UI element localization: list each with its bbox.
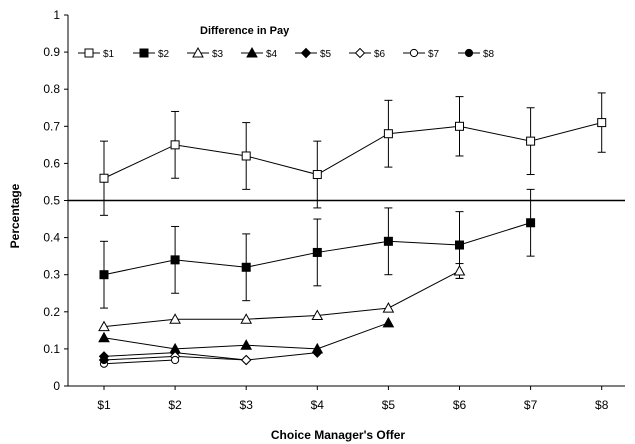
y-tick-label: 0.2 <box>43 305 60 319</box>
data-point <box>98 320 110 332</box>
x-tick-label: $4 <box>311 398 325 412</box>
legend-title: Difference in Pay <box>200 25 290 37</box>
legend-marker <box>139 48 149 58</box>
legend-label: $2 <box>158 49 170 60</box>
data-point <box>99 270 109 280</box>
legend-marker <box>300 47 312 59</box>
data-point <box>382 316 395 328</box>
legend-label: $4 <box>266 49 278 60</box>
series-markers <box>98 118 607 368</box>
y-ticks: 0 0.1 0.2 0.3 0.4 0.5 0.6 0.7 0.8 0.9 1 <box>43 8 68 393</box>
legend-marker <box>464 48 474 58</box>
legend-label: $7 <box>428 49 440 60</box>
data-point <box>240 313 253 324</box>
data-point <box>383 129 393 139</box>
data-point <box>311 309 324 321</box>
series-line-7 <box>103 359 176 365</box>
x-tick-label: $2 <box>168 398 182 412</box>
data-point <box>312 170 322 180</box>
data-point <box>312 247 322 257</box>
data-point <box>170 255 180 265</box>
data-point <box>99 173 109 183</box>
data-point <box>170 140 180 150</box>
legend-label: $1 <box>103 49 115 60</box>
y-tick-label: 0.9 <box>43 45 60 59</box>
x-tick-label: $7 <box>524 398 538 412</box>
error-bars <box>100 92 606 309</box>
legend-marker <box>409 48 419 58</box>
data-point <box>241 262 251 272</box>
x-tick-label: $3 <box>240 398 254 412</box>
y-tick-label: 1 <box>53 8 60 22</box>
legend-marker <box>354 47 366 59</box>
data-point <box>98 331 110 343</box>
data-point <box>383 236 393 246</box>
series-lines <box>103 122 602 365</box>
series-line-1 <box>103 122 602 179</box>
x-tick-label: $5 <box>382 398 396 412</box>
y-tick-label: 0.8 <box>43 82 60 96</box>
data-point <box>526 136 536 146</box>
legend-label: $6 <box>374 49 386 60</box>
x-tick-label: $6 <box>453 398 467 412</box>
y-axis-title: Percentage <box>8 183 22 248</box>
legend-marker <box>246 46 258 58</box>
legend-label: $3 <box>212 49 224 60</box>
y-tick-label: 0.1 <box>43 342 60 356</box>
y-tick-label: 0.4 <box>43 231 60 245</box>
x-ticks: $1 $2 $3 $4 $5 $6 $7 $8 <box>97 386 609 412</box>
x-tick-label: $8 <box>595 398 609 412</box>
series-line-5 <box>103 352 318 361</box>
data-point <box>240 354 252 366</box>
x-tick-label: $1 <box>97 398 111 412</box>
data-point <box>526 218 536 228</box>
legend: Difference in Pay $1 $2 $3 $4 $5 $6 $7 $8 <box>78 25 495 60</box>
legend-label: $5 <box>320 49 332 60</box>
data-point <box>455 121 464 131</box>
data-point <box>241 151 251 161</box>
y-tick-label: 0.3 <box>43 268 60 282</box>
y-tick-label: 0.5 <box>43 194 60 208</box>
y-tick-label: 0.7 <box>43 119 60 133</box>
data-point <box>240 339 253 350</box>
legend-label: $8 <box>483 49 495 60</box>
data-point <box>455 240 464 250</box>
series-line-3 <box>103 270 460 328</box>
legend-marker <box>84 48 94 58</box>
y-tick-label: 0.6 <box>43 156 60 170</box>
legend-marker <box>192 46 204 58</box>
data-point <box>382 302 395 313</box>
data-point <box>171 355 180 365</box>
data-point <box>597 118 607 128</box>
data-point <box>312 347 323 358</box>
data-point <box>453 264 466 276</box>
y-tick-label: 0 <box>53 379 60 393</box>
x-axis-title: Choice Manager's Offer <box>271 428 406 442</box>
data-point <box>99 355 109 365</box>
axes <box>67 15 625 387</box>
data-point <box>169 313 181 324</box>
